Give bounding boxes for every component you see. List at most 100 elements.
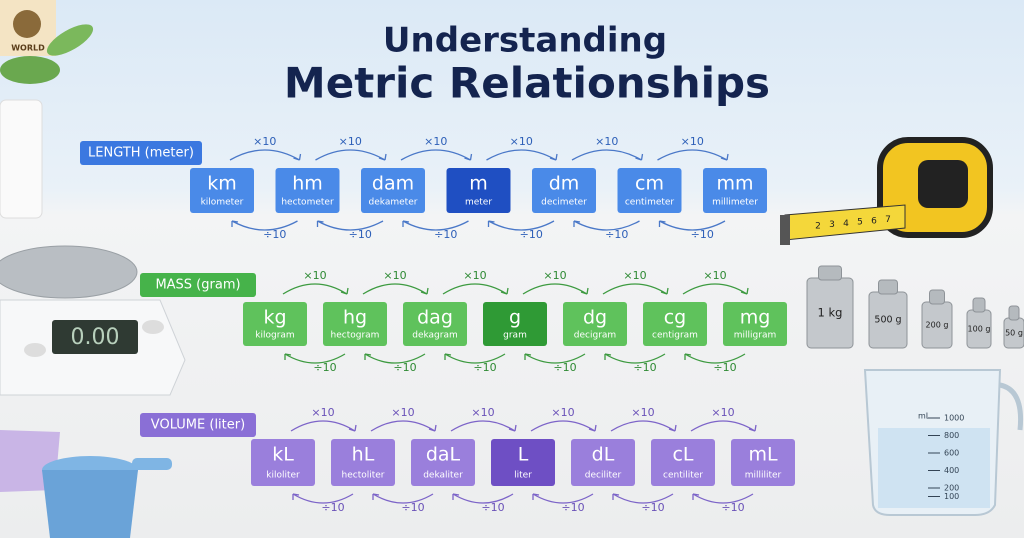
tape-number: 7 xyxy=(885,215,891,225)
multiply-label: ×10 xyxy=(391,406,414,419)
unit-name: dekagram xyxy=(412,331,458,341)
cup-mark-label: 600 xyxy=(944,449,959,458)
divide-label: ÷10 xyxy=(641,501,664,514)
tape-number: 6 xyxy=(871,216,877,226)
multiply-label: ×10 xyxy=(551,406,574,419)
divide-label: ÷10 xyxy=(263,228,286,241)
multiply-label: ×10 xyxy=(510,135,533,148)
unit-name: centimeter xyxy=(625,198,675,208)
divide-arrow xyxy=(231,220,298,231)
divide-arrow xyxy=(316,220,384,231)
divide-label: ÷10 xyxy=(393,361,416,374)
measuring-cups xyxy=(0,430,172,538)
multiply-label: ×10 xyxy=(339,135,362,148)
multiply-label: ×10 xyxy=(383,269,406,282)
unit-row: MASS (gram) kg kilogram hg hectogram dag dekag… xyxy=(140,269,787,374)
divide-label: ÷10 xyxy=(721,501,744,514)
cup-unit: mL xyxy=(918,412,931,421)
title-line-1: Understanding xyxy=(383,21,667,61)
base-unit-box xyxy=(483,302,547,346)
multiply-arrow xyxy=(522,283,589,295)
multiply-arrow xyxy=(400,149,473,161)
divide-arrow xyxy=(452,493,514,504)
unit-row: VOLUME (liter) kL kiloliter hL hectoliter daL… xyxy=(140,406,795,514)
divide-arrow xyxy=(573,220,640,231)
multiply-arrow xyxy=(690,420,757,432)
unit-box xyxy=(323,302,387,346)
divide-label: ÷10 xyxy=(434,228,457,241)
unit-name: kilogram xyxy=(255,331,294,341)
unit-name: decigram xyxy=(574,331,616,341)
unit-name: dekaliter xyxy=(423,471,463,481)
multiply-arrow xyxy=(571,149,644,161)
weight-label: 100 g xyxy=(968,325,991,334)
scale-display: 0.00 xyxy=(71,325,120,350)
multiply-label: ×10 xyxy=(424,135,447,148)
unit-box xyxy=(731,439,795,486)
unit-name: meter xyxy=(465,198,492,208)
base-unit-box xyxy=(491,439,555,486)
unit-box xyxy=(643,302,707,346)
multiply-arrow xyxy=(370,420,437,432)
row-label: MASS (gram) xyxy=(155,278,240,293)
tape-number: 2 xyxy=(815,222,821,232)
row-label: VOLUME (liter) xyxy=(151,418,245,433)
unit-box xyxy=(275,168,340,213)
divide-arrow xyxy=(364,353,426,364)
unit-name: milligram xyxy=(734,331,776,341)
unit-symbol: kL xyxy=(272,444,294,466)
tape-number: 4 xyxy=(843,219,849,229)
unit-name: decimeter xyxy=(541,198,587,208)
unit-symbol: dg xyxy=(583,307,607,329)
multiply-label: ×10 xyxy=(543,269,566,282)
tape-number: 3 xyxy=(829,220,835,230)
multiply-arrow xyxy=(657,149,729,161)
weight-label: 500 g xyxy=(874,315,901,326)
divide-label: ÷10 xyxy=(401,501,424,514)
multiply-label: ×10 xyxy=(681,135,704,148)
row-label: LENGTH (meter) xyxy=(88,146,194,161)
unit-name: hectometer xyxy=(281,198,334,208)
unit-name: centiliter xyxy=(663,471,703,481)
row-label-box xyxy=(140,273,256,297)
row-label-box xyxy=(80,141,202,165)
unit-name: hectogram xyxy=(331,331,380,341)
unit-symbol: dm xyxy=(549,173,580,195)
divide-label: ÷10 xyxy=(561,501,584,514)
row-label-box xyxy=(140,413,256,437)
divide-label: ÷10 xyxy=(633,361,656,374)
divide-arrow xyxy=(524,353,586,364)
unit-name: milliliter xyxy=(745,471,782,481)
divide-arrow xyxy=(532,493,594,504)
unit-name: hectoliter xyxy=(342,471,385,481)
plant xyxy=(0,24,94,219)
divide-arrow xyxy=(487,220,555,231)
unit-box xyxy=(617,168,682,213)
divide-label: ÷10 xyxy=(713,361,736,374)
cup-mark-label: 100 xyxy=(944,492,959,501)
unit-symbol: km xyxy=(207,173,237,195)
measuring-beaker xyxy=(863,369,1024,516)
tape-number: 5 xyxy=(857,218,863,228)
unit-symbol: cL xyxy=(672,444,693,466)
multiply-arrow xyxy=(602,283,669,295)
cup-mark-label: 800 xyxy=(944,431,959,440)
divide-arrow xyxy=(292,493,354,504)
unit-name: deciliter xyxy=(585,471,622,481)
unit-box xyxy=(532,168,596,213)
multiply-label: ×10 xyxy=(623,269,646,282)
unit-symbol: dam xyxy=(372,173,414,195)
divide-label: ÷10 xyxy=(349,228,372,241)
unit-name: kilometer xyxy=(201,198,244,208)
multiply-arrow xyxy=(290,420,357,432)
unit-box xyxy=(243,302,307,346)
unit-symbol: g xyxy=(509,307,521,329)
unit-symbol: m xyxy=(469,173,488,195)
divide-arrow xyxy=(284,353,346,364)
cup-mark-label: 1000 xyxy=(944,414,964,423)
multiply-label: ×10 xyxy=(703,269,726,282)
unit-symbol: cg xyxy=(664,307,687,329)
base-unit-box xyxy=(446,168,511,213)
unit-box xyxy=(190,168,254,213)
